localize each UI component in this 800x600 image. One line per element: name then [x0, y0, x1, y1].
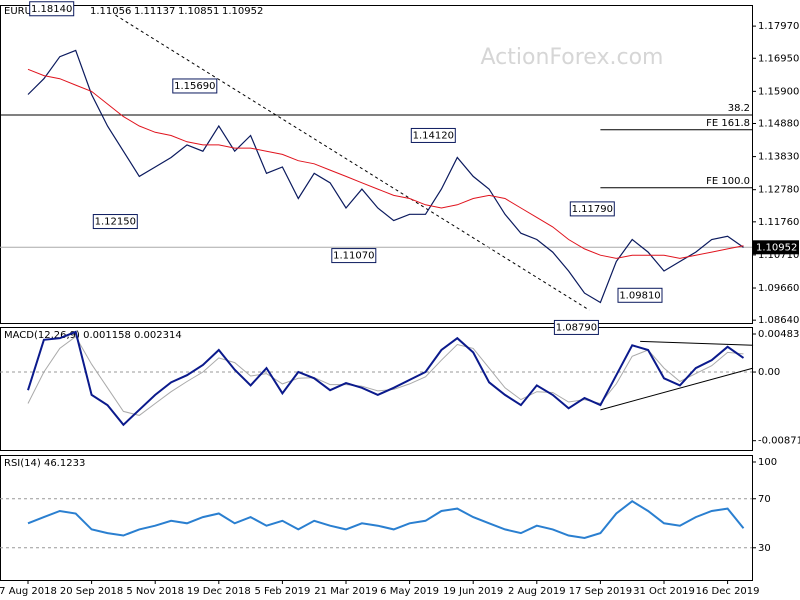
annotation-label: 1.09810 [619, 290, 660, 301]
series-line [27, 499, 745, 540]
x-tick-label: 5 Feb 2019 [254, 586, 310, 597]
last-price-box [753, 240, 799, 255]
price-panel [0, 5, 753, 324]
macd-panel [0, 327, 753, 451]
series-line [27, 330, 745, 427]
y-tick-label: 1.11760 [758, 217, 799, 228]
x-tick-label: 20 Sep 2018 [60, 586, 123, 597]
x-tick-label: 6 May 2019 [380, 586, 439, 597]
ohlc-value: 1.11056 [90, 6, 131, 17]
x-tick-label: 16 Dec 2019 [696, 586, 760, 597]
y-tick-label: 1.16950 [758, 53, 799, 64]
y-tick-label: 1.08640 [758, 315, 799, 326]
annotation-box [331, 248, 377, 264]
annotation-box [410, 127, 456, 143]
y-tick-label: 1.17970 [758, 21, 799, 32]
series-line [27, 68, 744, 259]
y-tick-label: 100 [758, 457, 777, 468]
series-line [27, 335, 744, 416]
annotation-box [172, 78, 218, 94]
fib-label: FE 161.8 [706, 118, 750, 129]
y-tick-label: 30 [758, 543, 771, 554]
x-tick-label: 7 Aug 2018 [0, 586, 57, 597]
ohlc-value: 1.11137 [134, 6, 175, 17]
x-tick-label: 2 Aug 2019 [508, 586, 566, 597]
y-tick-label: 0.00 [758, 367, 780, 378]
x-tick-label: 19 Jun 2019 [443, 586, 503, 597]
y-tick-label: 1.12780 [758, 185, 799, 196]
y-tick-label: 70 [758, 494, 771, 505]
annotation-label: 1.14120 [413, 130, 454, 141]
y-tick-label: -0.008718 [758, 436, 800, 447]
annotation-label: 1.12150 [95, 217, 136, 228]
y-tick-label: 1.10710 [758, 250, 799, 261]
trendline [600, 367, 754, 411]
annotation-label: 1.18140 [31, 4, 72, 15]
ohlc-value: 1.10952 [222, 6, 263, 17]
ohlc-value: 1.10851 [178, 6, 219, 17]
x-tick-label: 31 Oct 2019 [633, 586, 695, 597]
x-tick-label: 19 Dec 2018 [187, 586, 251, 597]
fib-label: FE 100.0 [706, 176, 750, 187]
y-tick-label: 1.15900 [758, 86, 799, 97]
trendline [640, 340, 754, 346]
annotation-box [29, 1, 75, 17]
y-tick-label: 1.09660 [758, 283, 799, 294]
x-tick-label: 5 Nov 2018 [126, 586, 184, 597]
y-tick-label: 1.14880 [758, 119, 799, 130]
rsi-title: RSI(14) 46.1233 [4, 458, 85, 469]
x-tick-label: 17 Sep 2019 [569, 586, 632, 597]
rsi-panel [0, 455, 753, 581]
annotation-label: 1.11070 [333, 251, 374, 262]
last-price-label: 1.10952 [756, 242, 797, 253]
x-tick-label: 21 Mar 2019 [314, 586, 377, 597]
annotation-box [569, 201, 615, 217]
annotation-box [553, 319, 599, 335]
annotation-label: 1.15690 [174, 81, 215, 92]
annotation-label: 1.08790 [556, 322, 597, 333]
series-line [27, 49, 744, 304]
watermark: ActionForex.com [481, 45, 664, 70]
y-tick-label: 1.13830 [758, 152, 799, 163]
annotation-box [617, 287, 663, 303]
annotation-box [92, 214, 138, 230]
annotation-label: 1.11790 [572, 204, 613, 215]
macd-title: MACD(12,26,9) 0.001158 0.002314 [4, 330, 182, 341]
fib-label: 38.2 [728, 103, 750, 114]
y-tick-label: 0.004832 [758, 329, 800, 340]
